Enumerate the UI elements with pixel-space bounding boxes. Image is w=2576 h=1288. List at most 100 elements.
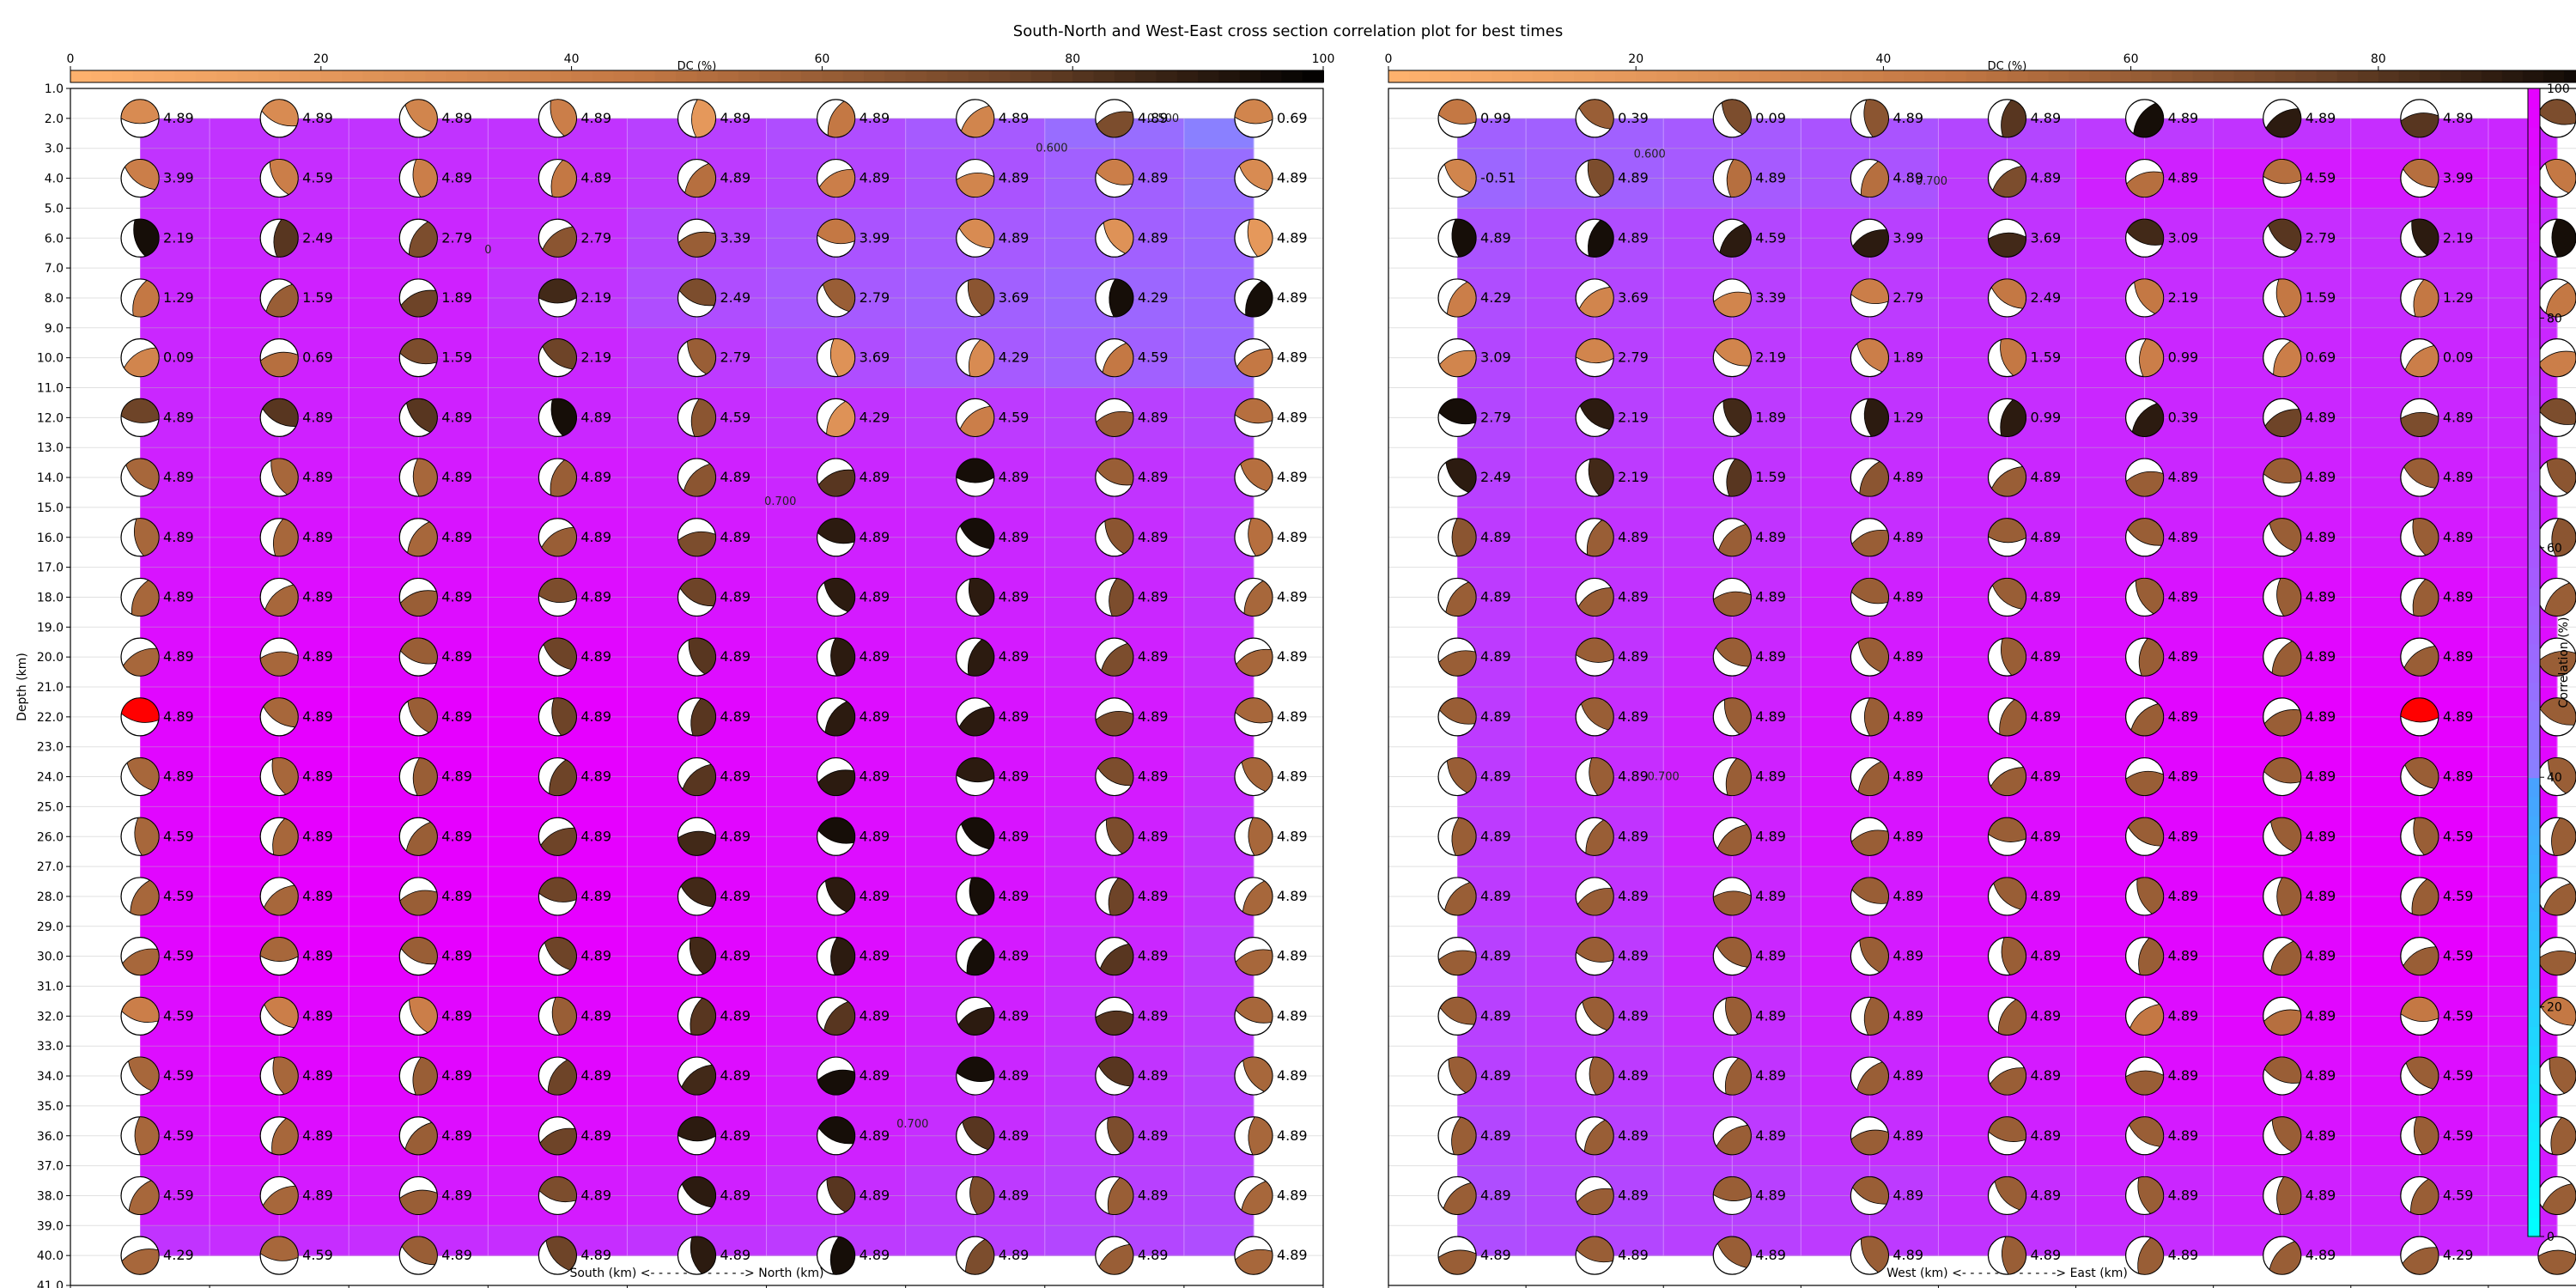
beachball: 4.89 [1575,158,1649,198]
beachball: 4.89 [1095,99,1168,138]
beachball: 4.89 [259,518,333,557]
beachball-compression-lobe [2405,1056,2439,1090]
dc-colorbar-segment [1615,70,1637,82]
correlation-colorbar-tick-label: 60 [2547,542,2562,556]
beachball-value-label: 4.89 [302,648,333,665]
beachball-value-label: 4.89 [1755,828,1786,844]
beachball-compression-lobe [1438,99,1477,125]
dc-colorbar-segment [2481,70,2503,82]
beachball-value-label: 4.89 [1755,769,1786,785]
beachball-compression-lobe [968,578,995,617]
beachball: 4.89 [1095,937,1168,976]
beachball-value-label: 4.89 [163,648,194,665]
beachball: 4.89 [677,158,750,198]
beachball-value-label: 0.09 [1755,110,1786,126]
beachball-value-label: 4.89 [1893,948,1923,964]
beachball: 2.19 [2400,218,2473,258]
beachball-compression-lobe [826,400,856,437]
y-tick-label: 16.0 [37,532,64,545]
beachball-compression-lobe [550,459,577,497]
correlation-colorbar-segment [2528,145,2540,167]
beachball-compression-lobe [1235,996,1273,1024]
beachball-value-label: 2.79 [1893,289,1923,306]
beachball: 1.89 [1712,398,1786,437]
beachball: 4.89 [1712,1176,1786,1216]
beachball-value-label: 4.59 [1138,349,1169,366]
beachball-compression-lobe [1576,1236,1614,1263]
dc-colorbar-label: DC (%) [677,60,717,73]
beachball-value-label: 4.89 [2168,769,2199,785]
beachball-compression-lobe [967,639,995,677]
beachball-value-label: 4.89 [441,648,472,665]
beachball-compression-lobe [1585,819,1614,856]
beachball: 4.89 [1850,996,1923,1036]
correlation-colorbar-segment [2528,1121,2540,1142]
beachball: 4.89 [2263,458,2336,497]
dc-colorbar-segment [383,70,406,82]
dc-colorbar-segment [2027,70,2050,82]
beachball-compression-lobe [133,218,160,257]
beachball: 3.69 [817,338,890,378]
beachball: 4.89 [1095,577,1169,617]
beachball-compression-lobe [123,347,160,378]
beachball-value-label: 4.89 [860,828,890,844]
beachball-compression-lobe [1589,1056,1614,1096]
y-tick-label: 25.0 [37,800,64,814]
beachball: 4.89 [1850,877,1923,916]
correlation-colorbar-segment [2528,241,2540,262]
beachball: 4.89 [398,1236,472,1275]
beachball: 4.89 [398,877,472,916]
beachball-compression-lobe [2403,458,2439,489]
beachball-value-label: 4.89 [2443,409,2474,425]
y-tick-label: 17.0 [37,562,64,575]
beachball-value-label: 4.89 [580,170,611,186]
beachball-value-label: 4.89 [2031,1067,2062,1084]
beachball: 4.89 [1850,158,1923,198]
beachball: 4.89 [1437,756,1511,797]
beachball-value-label: 4.89 [163,469,194,485]
beachball: 4.59 [259,158,333,198]
beachball-value-label: 0.99 [2168,349,2199,366]
beachball: 4.59 [2400,1056,2473,1096]
correlation-colorbar-segment [2528,299,2540,319]
beachball-compression-lobe [2404,345,2439,378]
beachball-compression-lobe [2263,709,2302,737]
beachball: 4.89 [677,1176,750,1216]
beachball-value-label: 4.89 [2031,588,2062,605]
beachball-value-label: 4.89 [1138,588,1169,605]
beachball-value-label: 4.89 [1618,1247,1649,1263]
beachball-value-label: 4.89 [302,1067,333,1084]
beachball-compression-lobe [2265,108,2302,138]
beachball: 3.99 [2537,1176,2576,1216]
beachball-compression-lobe [1857,761,1889,796]
dc-colorbar-segment [508,70,531,82]
beachball-compression-lobe [407,697,438,733]
beachball: 4.29 [120,1236,194,1275]
correlation-colorbar-segment [2528,586,2540,606]
dc-colorbar-segment [592,70,615,82]
beachball-value-label: 4.89 [441,888,472,904]
beachball: 4.89 [1850,817,1923,856]
beachball-value-label: 4.89 [2306,529,2336,545]
beachball-compression-lobe [2410,1178,2439,1215]
contour-label: 0.600 [1634,149,1666,161]
beachball-value-label: 4.89 [1138,1247,1169,1263]
beachball-compression-lobe [399,1189,438,1215]
dc-colorbar-tick-label: 100 [1312,52,1335,66]
beachball-value-label: 4.89 [999,1007,1030,1024]
beachball-compression-lobe [1439,349,1477,377]
beachball: 4.89 [1095,158,1168,198]
beachball-value-label: 4.89 [580,1127,611,1144]
correlation-colorbar-segment [2528,738,2540,759]
beachball-value-label: 4.89 [1618,648,1649,665]
beachball-value-label: 4.89 [999,1187,1030,1203]
beachball-compression-lobe [412,458,438,497]
dc-colorbar-segment [1533,70,1555,82]
beachball-compression-lobe [259,1236,299,1261]
beachball: 4.89 [398,817,472,856]
beachball: 3.99 [2537,1116,2576,1156]
beachball-compression-lobe [2538,350,2576,377]
beachball: 2.19 [1575,398,1649,437]
beachball: 4.59 [120,996,194,1036]
beachball-value-label: 4.89 [2443,469,2474,485]
